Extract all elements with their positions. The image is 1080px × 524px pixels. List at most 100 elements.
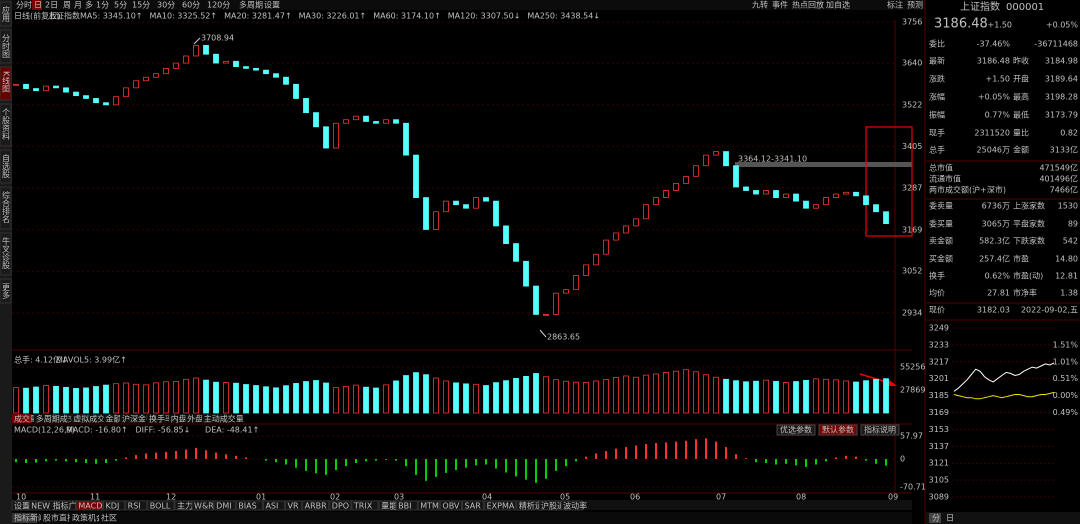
tool-button[interactable]: 标注 (887, 0, 903, 10)
volume-tab[interactable]: 内盘 (171, 414, 187, 424)
period-tab[interactable]: 30分 (157, 1, 175, 10)
side-tab[interactable]: 综合排名 (2, 190, 11, 224)
side-tab[interactable]: K线图 (2, 71, 11, 93)
indicator-tab[interactable]: 波动率 (563, 501, 587, 511)
volume-bar (463, 383, 469, 414)
macd-button[interactable]: 指标说明 (864, 425, 896, 435)
indicator-tab[interactable]: BIAS (238, 502, 256, 511)
quote-cell: 0.77% (985, 111, 1011, 120)
indicator-tab[interactable]: MACD (78, 502, 102, 511)
indicator-tab[interactable]: EXPMA (487, 502, 515, 511)
tool-button[interactable]: 九转 (752, 0, 768, 10)
period-tab[interactable]: 5分 (114, 1, 127, 10)
volume-bar (703, 374, 709, 414)
volume-bar (823, 378, 829, 414)
indicator-tab[interactable]: RSI (128, 502, 141, 511)
indicator-tab[interactable]: 精析道 (519, 501, 543, 511)
quote-cell: 卖金额 (929, 236, 953, 246)
period-tab[interactable]: 日 (34, 1, 42, 10)
volume-bar (633, 376, 639, 414)
indicator-tab[interactable]: MTM (420, 502, 439, 511)
tool-button[interactable]: 热点回放 (792, 0, 824, 10)
side-tab[interactable]: 更多 (2, 283, 11, 300)
period-tab[interactable]: 120分 (207, 1, 230, 10)
y-tick-label: 3105 (929, 476, 949, 485)
side-tab[interactable]: 个股资料 (2, 108, 11, 141)
pct-tick-label: 1.51% (1053, 340, 1079, 349)
period-tab[interactable]: 多周期 (239, 0, 263, 10)
period-tab[interactable]: 2日 (45, 1, 58, 10)
indicator-tab[interactable]: W&R (194, 502, 214, 511)
volume-tab[interactable]: 换手率 (149, 414, 173, 424)
volume-bar (743, 381, 749, 414)
volume-tab[interactable]: 主动成交量 (204, 414, 244, 424)
period-tab[interactable]: 60分 (182, 1, 200, 10)
bottom-tab[interactable]: 指标新闻 (14, 513, 46, 523)
quote-cell: 最高 (1013, 92, 1029, 102)
period-tab[interactable]: 多 (85, 0, 93, 10)
quote-cell: 昨收 (1013, 56, 1029, 66)
volume-bar (93, 386, 99, 414)
tool-button[interactable]: 预测 (907, 0, 923, 10)
volume-bar (773, 380, 779, 414)
volume-tab[interactable]: 成交量 (14, 414, 38, 424)
indicator-tab[interactable]: ARBR (305, 502, 328, 511)
x-tick-label: 12 (166, 493, 176, 502)
macd-button[interactable]: 默认参数 (822, 425, 854, 435)
volume-tab[interactable]: 外盘 (187, 414, 203, 424)
side-tab[interactable]: 分时图 (2, 34, 11, 59)
tool-button[interactable]: 事件 (772, 0, 788, 10)
quote-cell: 流通市值 (929, 174, 961, 184)
intraday-tab[interactable]: 日 (946, 514, 954, 523)
indicator-tab[interactable]: KDJ (106, 502, 120, 511)
y-tick-label: 3233 (929, 340, 949, 349)
indicator-tab[interactable]: 设置 (14, 501, 30, 511)
pct-tick-label: 1.01% (1053, 357, 1079, 366)
volume-bar (103, 384, 109, 414)
period-tab[interactable]: 设置 (264, 0, 280, 10)
volume-bar (763, 379, 769, 414)
side-tab[interactable]: 牛叉诊股 (2, 236, 11, 270)
tool-button[interactable]: 加自选 (826, 0, 850, 10)
indicator-tab[interactable]: 沪股通 (541, 501, 565, 511)
indicator-tab[interactable]: 量能 (381, 501, 397, 511)
indicator-tab[interactable]: DMI (216, 502, 231, 511)
period-tab[interactable]: 分时 (16, 0, 32, 10)
macd-button[interactable]: 优选参数 (780, 425, 812, 435)
side-tab[interactable]: 自选股 (2, 153, 11, 179)
bottom-tab[interactable]: 股市直播 (43, 513, 75, 523)
volume-bar (153, 382, 159, 414)
volume-bar (273, 387, 279, 414)
quote-cell: 542 (1063, 237, 1078, 246)
candle (533, 285, 539, 315)
bottom-tab[interactable]: 社区 (101, 513, 117, 523)
indicator-tab[interactable]: ASI (265, 502, 278, 511)
candle (53, 85, 59, 89)
period-tab[interactable]: 月 (74, 1, 82, 10)
indicator-tab[interactable]: TRIX (353, 502, 373, 511)
volume-tab[interactable]: 多周期成交量 (36, 414, 84, 424)
bottom-tab[interactable]: 政策机会 (72, 513, 104, 523)
x-tick-label: 11 (90, 493, 100, 502)
period-tab[interactable]: 1分 (96, 1, 109, 10)
indicator-tab[interactable]: DPO (332, 502, 349, 511)
indicator-tab[interactable]: 主力 (177, 501, 193, 511)
period-tab[interactable]: 15分 (132, 1, 150, 10)
indicator-tab[interactable]: VR (288, 502, 299, 511)
volume-tab[interactable]: 金额 (106, 414, 122, 424)
side-tab[interactable]: 应用 (2, 5, 11, 23)
indicator-tab[interactable]: OBV (442, 502, 460, 511)
indicator-tab[interactable]: BBI (398, 502, 411, 511)
tab-bg (75, 500, 104, 511)
indicator-tab[interactable]: NEW 指标广场 (31, 501, 85, 511)
indicator-tab[interactable]: BOLL (150, 502, 171, 511)
volume-tab[interactable]: 虚拟成交量 (73, 414, 113, 424)
volume-tab[interactable]: 沪深金额 (122, 414, 154, 424)
intraday-tab[interactable]: 分 (932, 514, 940, 523)
quote-cell: 上涨家数 (1013, 201, 1045, 211)
indicator-tab[interactable]: SAR (465, 502, 482, 511)
period-tab[interactable]: 周 (63, 1, 71, 10)
quote-cell: -37.46% (977, 40, 1011, 49)
quote-cell: 6736万 (982, 202, 1010, 211)
chart-title: 日线(前复权) (14, 11, 60, 21)
